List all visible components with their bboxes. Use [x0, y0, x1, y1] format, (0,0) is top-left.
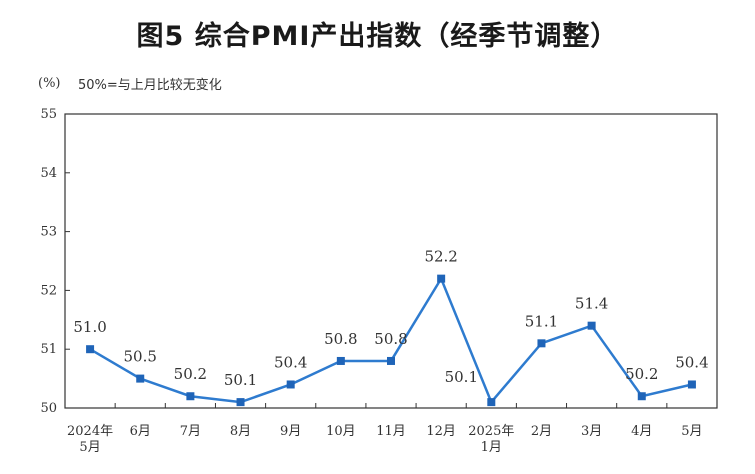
data-value-label: 50.2: [625, 365, 658, 383]
y-tick-label: 52: [40, 283, 57, 298]
x-tick-label: 10月: [326, 424, 356, 439]
data-point-marker: [687, 380, 696, 389]
data-value-label: 50.1: [224, 371, 257, 389]
data-markers: [86, 274, 696, 407]
data-value-label: 51.1: [525, 312, 558, 330]
data-labels: 51.0 50.5 50.2 50.1 50.4 50.8 50.8 52.2 50.1 51.1…: [73, 248, 708, 389]
data-value-label: 52.2: [424, 248, 457, 266]
data-point-marker: [587, 321, 596, 330]
data-point-marker: [236, 398, 245, 407]
data-value-label: 50.8: [374, 330, 407, 348]
data-point-marker: [537, 339, 546, 348]
y-tick-label: 51: [40, 342, 57, 357]
data-point-marker: [186, 392, 195, 401]
data-value-label: 50.4: [675, 353, 708, 371]
x-tick-label: 9月: [280, 424, 301, 439]
data-value-label: 50.8: [324, 330, 357, 348]
data-point-marker: [336, 356, 345, 365]
data-point-marker: [487, 398, 496, 407]
chart-title: 图5 综合PMI产出指数（经季节调整）: [136, 21, 619, 52]
x-tick-label: 2月: [531, 424, 552, 439]
data-value-label: 50.5: [124, 348, 157, 366]
y-tick-label: 50: [40, 401, 57, 416]
x-tick-label: 4月: [631, 424, 652, 439]
data-point-marker: [86, 345, 95, 354]
data-value-label: 51.4: [575, 295, 608, 313]
data-point-marker: [136, 374, 145, 383]
baseline-note: 50%=与上月比较无变化: [78, 78, 222, 93]
x-tick-label: 11月: [376, 424, 406, 439]
data-value-label: 50.1: [445, 368, 478, 386]
y-tick-label: 55: [40, 107, 57, 122]
x-tick-label: 6月: [130, 424, 151, 439]
y-tick-label: 53: [40, 225, 57, 240]
x-tick-label: 12月: [426, 424, 456, 439]
x-tick-label: 5月: [681, 424, 702, 439]
data-value-label: 50.2: [174, 365, 207, 383]
x-tick-label: 8月: [230, 424, 251, 439]
data-point-marker: [637, 392, 646, 401]
x-tick-label: 2025年 1月: [468, 424, 514, 455]
data-point-marker: [387, 356, 395, 365]
x-tick-label: 2024年 5月: [67, 424, 113, 455]
y-axis: 50 51 52 53 54 55: [40, 107, 70, 416]
x-axis: 2024年 5月 6月 7月 8月 9月 10月 11月 12月 2025年 1月 2月 3月 4月 5月: [67, 403, 703, 455]
data-point-marker: [437, 274, 446, 283]
unit-label: (%): [38, 76, 61, 91]
data-value-label: 51.0: [73, 318, 106, 336]
plot-frame: [64, 113, 718, 409]
x-tick-label: 7月: [180, 424, 201, 439]
data-value-label: 50.4: [274, 353, 307, 371]
x-tick-label: 3月: [581, 424, 602, 439]
y-tick-label: 54: [40, 166, 57, 181]
data-point-marker: [286, 380, 295, 389]
